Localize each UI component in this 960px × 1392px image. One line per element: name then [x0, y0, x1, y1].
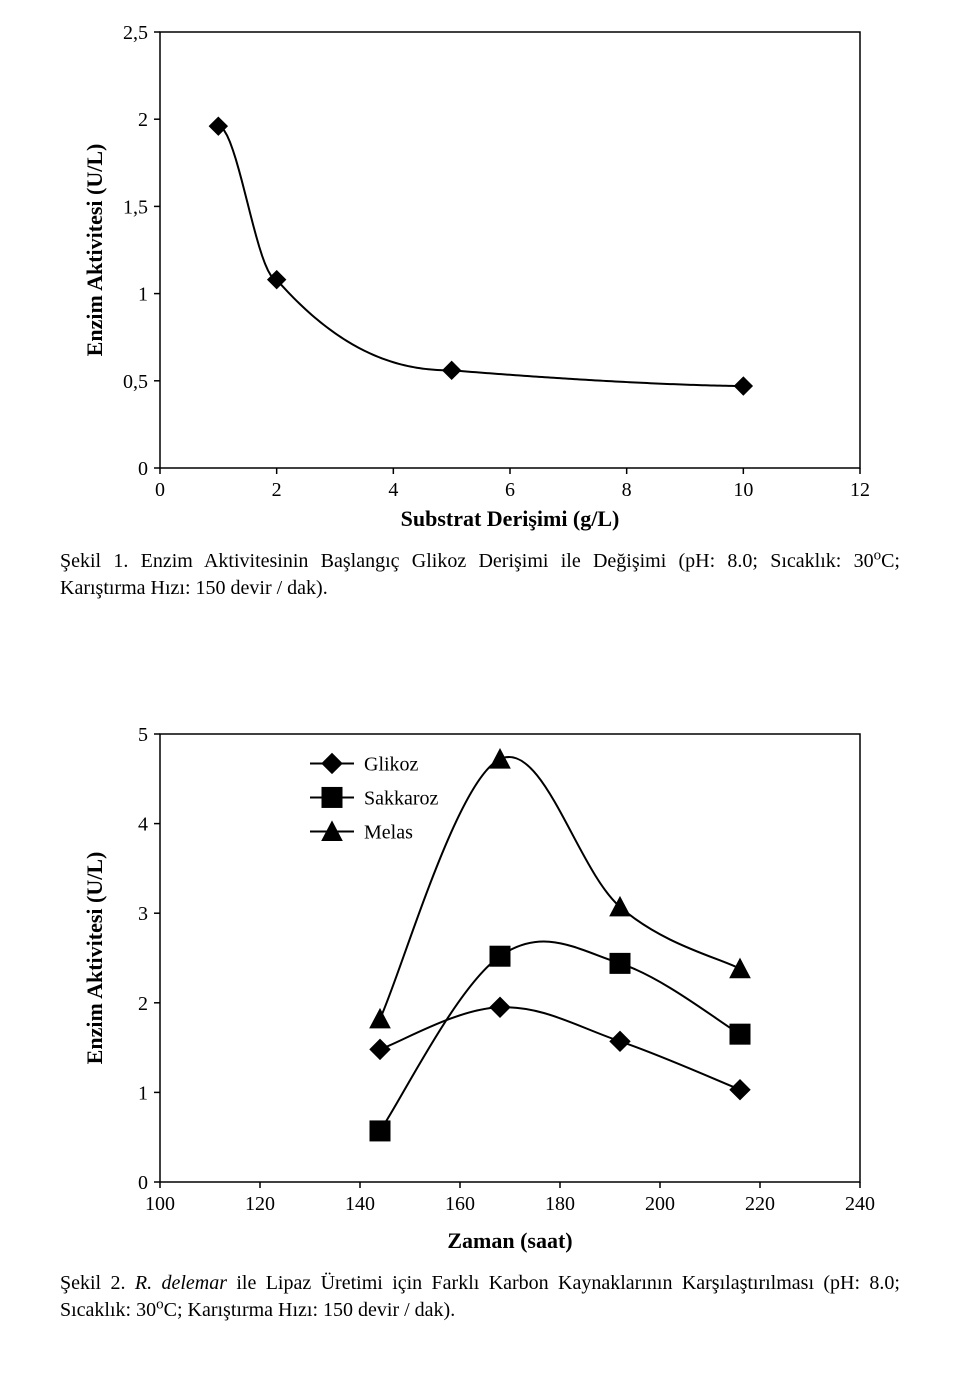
svg-text:Enzim Aktivitesi (U/L): Enzim Aktivitesi (U/L) [82, 144, 107, 357]
svg-text:Enzim Aktivitesi (U/L): Enzim Aktivitesi (U/L) [82, 852, 107, 1065]
svg-text:2,5: 2,5 [123, 22, 148, 44]
svg-text:6: 6 [505, 479, 515, 501]
chart-1-svg: 0 2 4 6 8 10 12 0 0,5 1 1,5 2 2,5 Substrat Derişimi (… [60, 20, 880, 540]
svg-text:1: 1 [138, 284, 148, 306]
svg-text:0,5: 0,5 [123, 371, 148, 393]
svg-text:2: 2 [272, 479, 282, 501]
svg-text:5: 5 [138, 724, 148, 746]
caption-1-prefix: Şekil 1. [60, 550, 128, 572]
chart-2-svg: 100 120 140 160 180 200 220 240 0 1 2 3 4 5 Zaman (saa… [60, 722, 880, 1262]
caption-2-prefix: Şekil 2. [60, 1272, 125, 1294]
svg-text:0: 0 [155, 479, 165, 501]
svg-text:4: 4 [138, 814, 148, 836]
svg-text:140: 140 [345, 1193, 375, 1215]
svg-text:220: 220 [745, 1193, 775, 1215]
svg-text:12: 12 [850, 479, 870, 501]
svg-text:8: 8 [622, 479, 632, 501]
svg-text:Zaman (saat): Zaman (saat) [447, 1228, 572, 1253]
svg-text:Glikoz: Glikoz [364, 753, 419, 775]
svg-text:4: 4 [388, 479, 398, 501]
svg-text:2: 2 [138, 993, 148, 1015]
svg-text:0: 0 [138, 1172, 148, 1194]
caption-2-italic: R. delemar [125, 1272, 227, 1294]
chart-1-enzyme-activity-vs-substrate: 0 2 4 6 8 10 12 0 0,5 1 1,5 2 2,5 Substrat Derişimi (… [60, 20, 900, 540]
svg-text:Substrat Derişimi (g/L): Substrat Derişimi (g/L) [401, 506, 620, 531]
caption-2-tail: C; Karıştırma Hızı: 150 devir / dak). [164, 1299, 456, 1321]
svg-text:240: 240 [845, 1193, 875, 1215]
svg-text:1: 1 [138, 1082, 148, 1104]
svg-text:0: 0 [138, 458, 148, 480]
svg-text:120: 120 [245, 1193, 275, 1215]
chart-2-enzyme-activity-vs-time: 100 120 140 160 180 200 220 240 0 1 2 3 4 5 Zaman (saa… [60, 722, 900, 1262]
svg-text:2: 2 [138, 109, 148, 131]
page: 02468101200,511,522,5Substrat Derişimi (… [0, 0, 960, 1364]
svg-text:180: 180 [545, 1193, 575, 1215]
svg-text:160: 160 [445, 1193, 475, 1215]
spacer [60, 602, 900, 722]
svg-text:Melas: Melas [364, 821, 413, 843]
caption-1-body: Enzim Aktivitesinin Başlangıç Glikoz Der… [128, 550, 873, 572]
svg-text:10: 10 [733, 479, 753, 501]
svg-text:1,5: 1,5 [123, 196, 148, 218]
svg-text:Sakkaroz: Sakkaroz [364, 787, 439, 809]
caption-1: Şekil 1. Enzim Aktivitesinin Başlangıç G… [60, 548, 900, 602]
caption-2: Şekil 2. R. delemar ile Lipaz Üretimi iç… [60, 1270, 900, 1324]
svg-text:200: 200 [645, 1193, 675, 1215]
caption-2-superscript: o [156, 1296, 164, 1312]
caption-1-superscript: o [874, 547, 882, 563]
svg-text:3: 3 [138, 903, 148, 925]
svg-text:100: 100 [145, 1193, 175, 1215]
